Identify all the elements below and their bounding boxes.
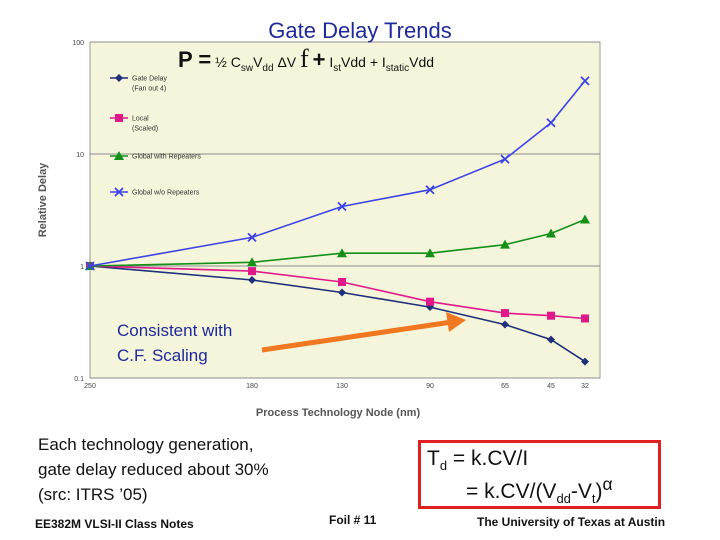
td-eq1-b: = k.CV/I bbox=[447, 447, 529, 470]
td-eq1-sub: d bbox=[439, 458, 448, 474]
power-eq-ist: I bbox=[329, 54, 334, 70]
data-point bbox=[501, 309, 509, 318]
scaling-note-line: C.F. Scaling bbox=[117, 346, 208, 365]
data-point bbox=[547, 335, 555, 344]
delay-equation-line1: Td = k.CV/I bbox=[427, 447, 528, 473]
data-point bbox=[247, 232, 257, 243]
x-tick-label: 32 bbox=[581, 383, 589, 390]
y-tick-label: 100 bbox=[72, 40, 84, 47]
td-eq2-sub1: dd bbox=[556, 491, 571, 507]
power-eq-v: V bbox=[253, 54, 263, 70]
power-eq-plus: + bbox=[312, 47, 326, 72]
reduction-note-line: (src: ITRS ’05) bbox=[38, 485, 148, 504]
data-point bbox=[581, 357, 589, 366]
reduction-note: Each technology generation, gate delay r… bbox=[38, 432, 269, 507]
data-point bbox=[546, 228, 556, 238]
reduction-note-line: Each technology generation, bbox=[38, 435, 254, 454]
data-point bbox=[501, 320, 509, 329]
legend-item: Gate Delay (Fan out 4) bbox=[110, 74, 168, 93]
data-point bbox=[247, 257, 257, 267]
x-tick-label: 180 bbox=[246, 383, 258, 390]
data-point bbox=[338, 277, 346, 286]
y-axis-label: Relative Delay bbox=[37, 162, 49, 237]
power-eq-v-sub: dd bbox=[262, 62, 274, 74]
x-tick-label: 45 bbox=[547, 383, 555, 390]
power-eq-c-sub: sw bbox=[240, 62, 254, 74]
data-point bbox=[115, 74, 123, 82]
legend-label: Global w/o Repeaters bbox=[132, 190, 200, 197]
reduction-note-line: gate delay reduced about 30% bbox=[38, 460, 269, 479]
scaling-note: Consistent with C.F. Scaling bbox=[117, 318, 232, 368]
data-point bbox=[114, 187, 124, 197]
data-point bbox=[546, 118, 556, 128]
footer-course: EE382M VLSI-II Class Notes bbox=[35, 517, 194, 531]
trend-arrow bbox=[261, 312, 466, 353]
x-tick-label: 65 bbox=[501, 383, 509, 390]
data-point bbox=[114, 151, 124, 160]
td-eq2-a: = k.CV/(V bbox=[466, 480, 557, 503]
legend-note: (Fan out 4) bbox=[132, 86, 166, 93]
series-global-w-o-repeaters bbox=[85, 76, 590, 271]
power-eq-p: P = bbox=[178, 47, 212, 72]
slide-title: Gate Delay Trends bbox=[268, 18, 452, 43]
td-eq2-c: ) bbox=[595, 480, 603, 503]
x-tick-label: 130 bbox=[336, 383, 348, 390]
data-point bbox=[337, 201, 347, 212]
data-point bbox=[425, 185, 435, 195]
legend-label: Local bbox=[132, 116, 149, 123]
trend-arrow-head bbox=[446, 312, 466, 332]
delay-equation-box bbox=[418, 440, 661, 509]
power-eq-istatic-rest: Vdd bbox=[409, 54, 435, 70]
power-eq-half: ½ bbox=[215, 54, 227, 70]
td-eq2-b: -V bbox=[570, 480, 592, 503]
data-point bbox=[580, 76, 590, 86]
data-point bbox=[115, 114, 123, 122]
legend-item: Global w/o Repeaters bbox=[110, 187, 200, 197]
data-point bbox=[500, 239, 510, 249]
data-point bbox=[547, 311, 555, 320]
delay-equation-line2: = k.CV/(Vdd-Vt)α bbox=[466, 474, 613, 506]
footer-university: The University of Texas at Austin bbox=[477, 515, 666, 529]
legend-item: Local (Scaled) bbox=[110, 114, 158, 133]
y-tick-label: 1 bbox=[80, 264, 84, 271]
data-point bbox=[85, 261, 95, 271]
legend-note: (Scaled) bbox=[132, 126, 158, 133]
x-tick-label: 90 bbox=[426, 383, 434, 390]
data-point bbox=[337, 248, 347, 258]
data-point bbox=[248, 275, 256, 284]
y-tick-label: 10 bbox=[76, 152, 84, 159]
y-tick-label: 0.1 bbox=[74, 376, 84, 383]
legend: Gate Delay (Fan out 4) Local (Scaled) Global… bbox=[110, 74, 201, 197]
power-eq-dv: ΔV bbox=[277, 54, 297, 70]
data-point bbox=[580, 214, 590, 224]
legend-item: Global with Repeaters bbox=[110, 151, 201, 161]
td-eq2-sup: α bbox=[602, 474, 613, 494]
data-point bbox=[426, 297, 434, 306]
power-equation: P = ½ CswVdd ΔV f + IstVdd + IstaticVdd bbox=[178, 44, 434, 74]
power-eq-ist-rest: Vdd + bbox=[341, 54, 378, 70]
power-eq-istatic: I bbox=[381, 54, 386, 70]
scaling-note-line: Consistent with bbox=[117, 321, 233, 340]
x-tick-label: 250 bbox=[84, 383, 96, 390]
data-point bbox=[338, 288, 346, 297]
legend-label: Gate Delay bbox=[132, 76, 168, 83]
power-eq-f: f bbox=[300, 44, 309, 73]
legend-label: Global with Repeaters bbox=[132, 154, 201, 161]
footer-foil-number: Foil # 11 bbox=[329, 513, 377, 527]
td-eq2-sub2: t bbox=[591, 491, 596, 507]
power-eq-istatic-sub: static bbox=[385, 62, 410, 74]
x-axis-label: Process Technology Node (nm) bbox=[256, 407, 421, 419]
data-point bbox=[425, 248, 435, 258]
trend-arrow-shaft bbox=[261, 319, 453, 353]
data-point bbox=[500, 154, 510, 164]
data-point bbox=[248, 267, 256, 276]
data-point bbox=[581, 314, 589, 323]
power-eq-c: C bbox=[230, 54, 241, 70]
power-eq-ist-sub: st bbox=[333, 62, 342, 74]
td-eq1-a: T bbox=[427, 447, 440, 470]
